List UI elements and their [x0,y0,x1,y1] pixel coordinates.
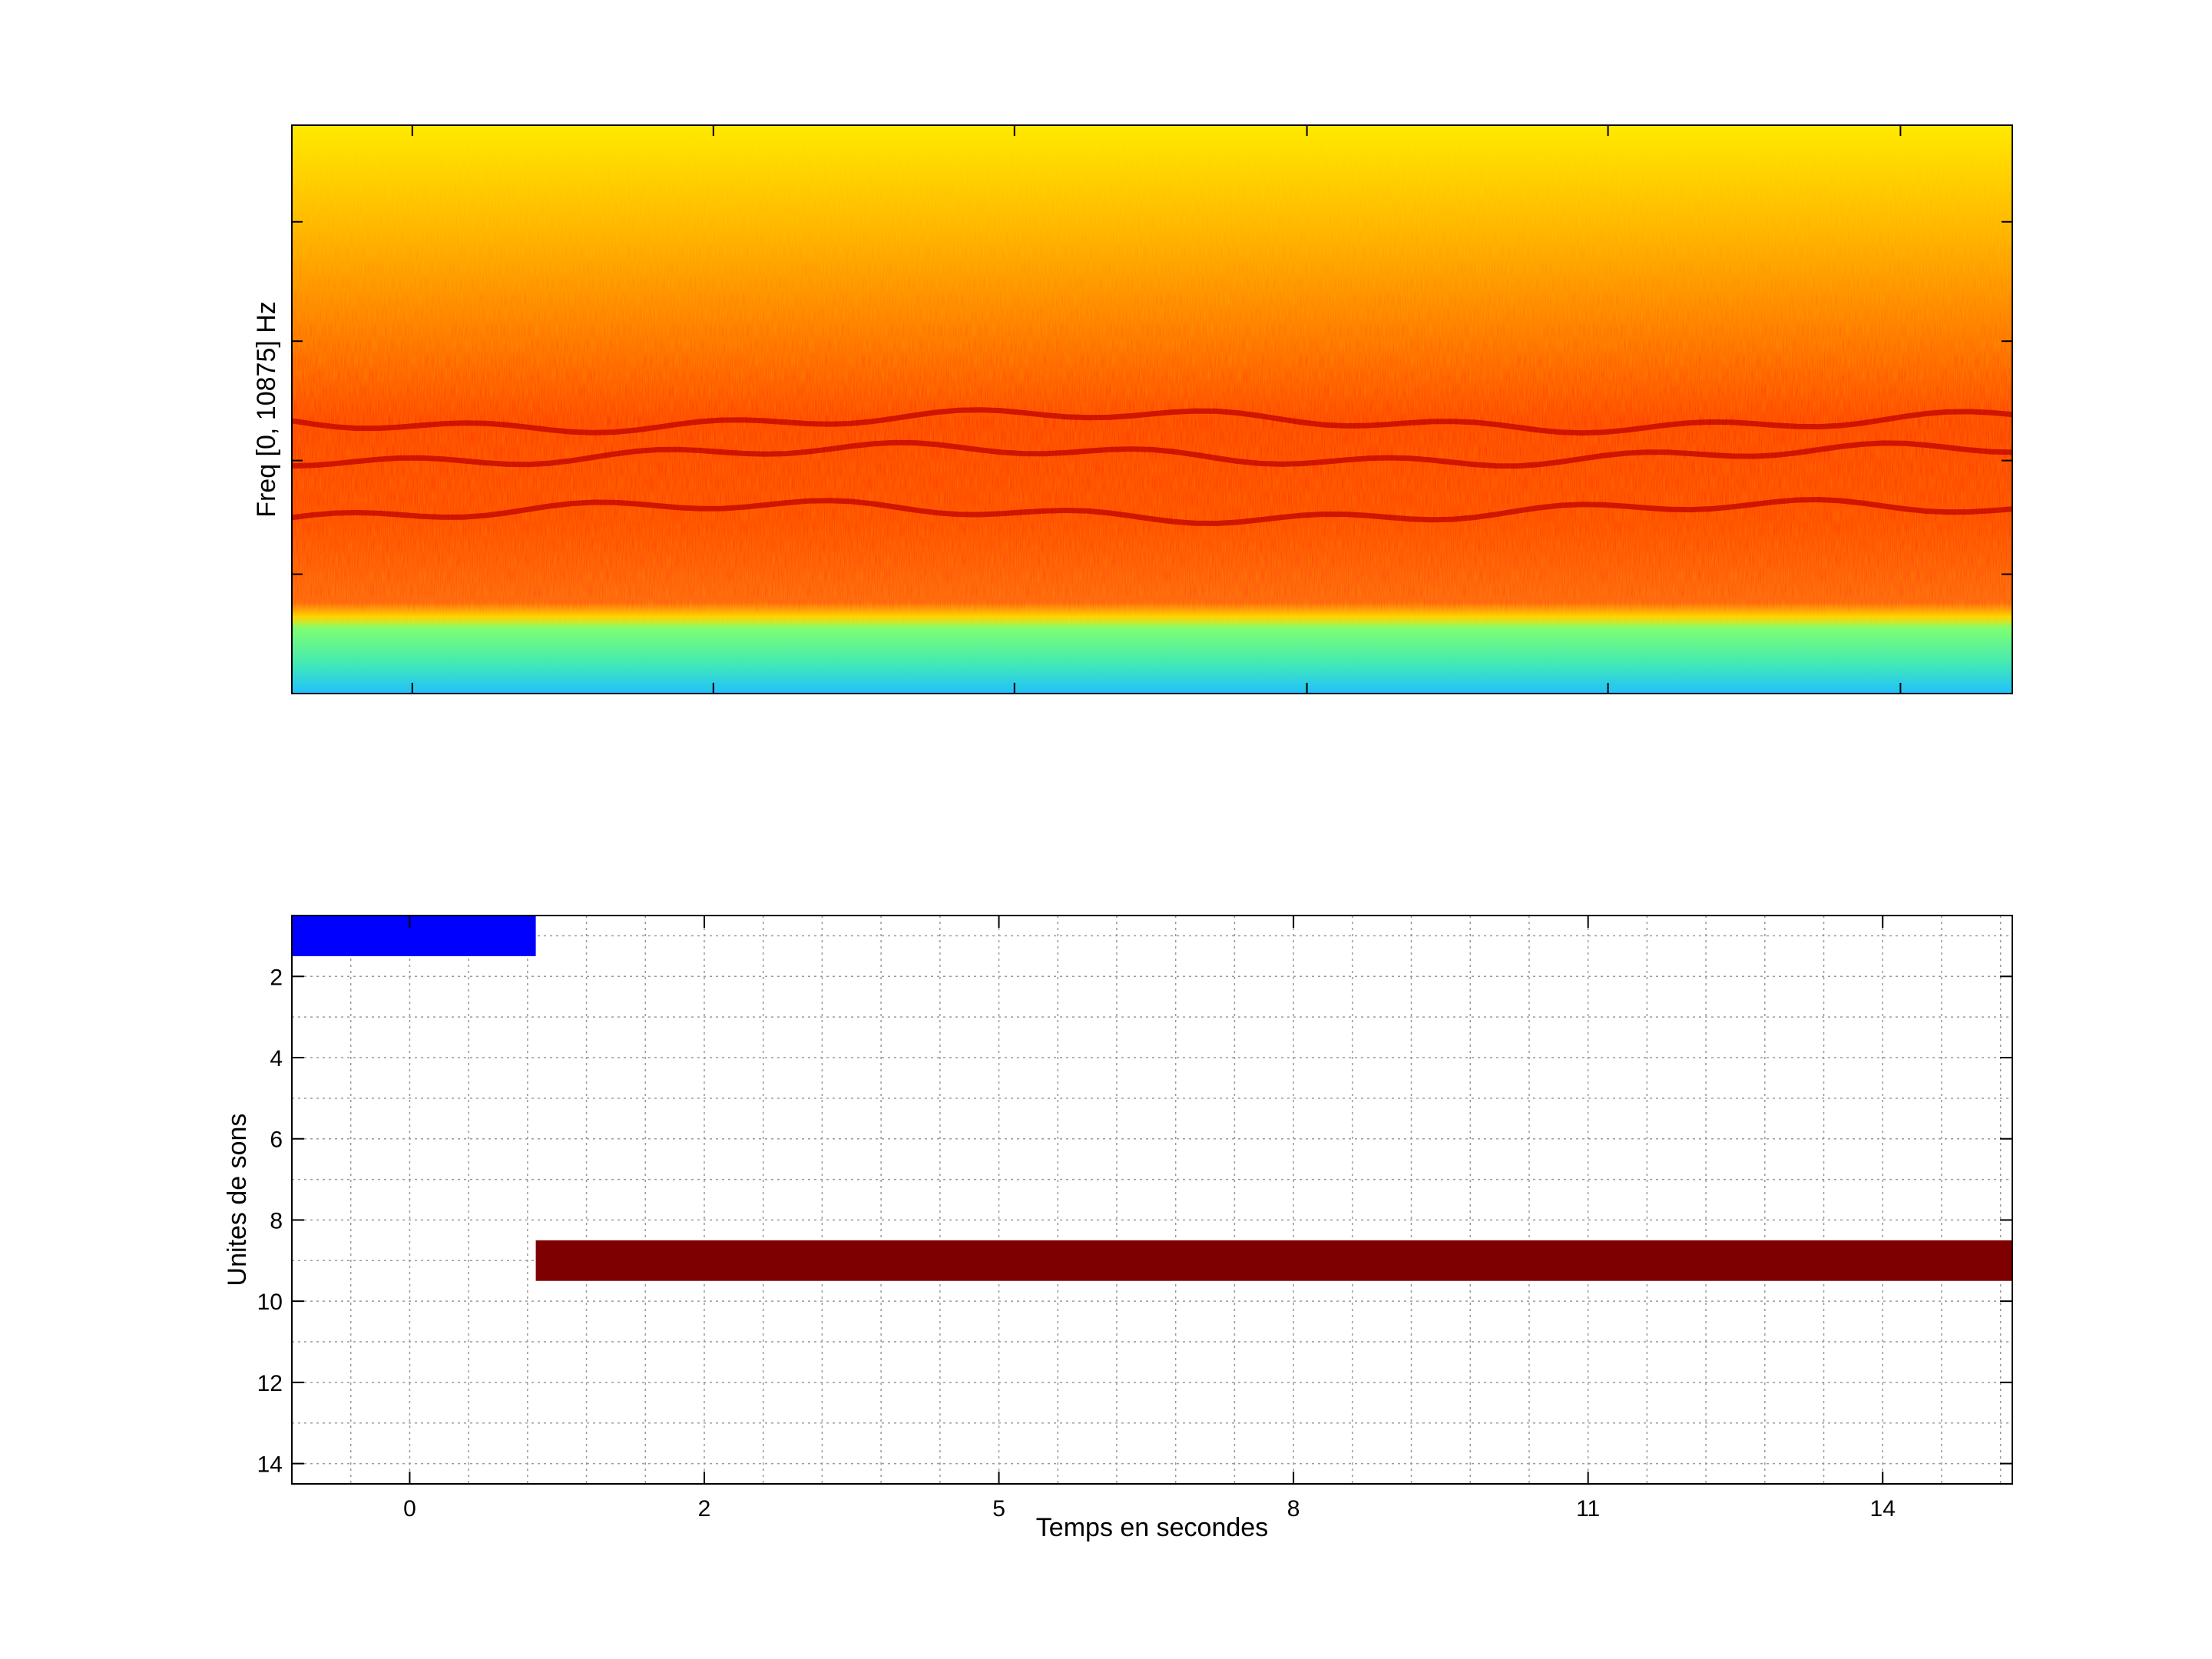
sound-units-plot-area [292,916,2012,1484]
x-tick-label: 2 [698,1496,711,1522]
sound-units-ticks [292,916,2012,1484]
spectrogram-panel [292,125,2012,694]
y-tick-label: 8 [270,1208,283,1233]
y-tick-label: 4 [270,1046,283,1071]
spectrogram-noise [292,125,2012,624]
spectrogram-ridge-upper [292,407,2012,436]
x-tick-label: 11 [1576,1496,1600,1522]
x-tick-label: 5 [992,1496,1005,1522]
x-tick-label: 0 [403,1496,416,1522]
x-tick-label: 14 [1870,1496,1896,1522]
spectrogram-ridge-middle [292,439,2012,469]
spectrogram-ridge-lower [292,496,2012,527]
sound-unit-segment-1 [292,916,536,956]
sound-units-x-axis-label: Temps en secondes [1036,1513,1268,1542]
y-tick-label: 10 [257,1290,283,1315]
sound-units-panel: 0 2 5 8 11 14 2 4 6 8 10 12 14 [257,915,2013,1522]
spectrogram-frame [291,124,2013,694]
x-tick-label: 8 [1287,1496,1300,1522]
y-tick-label: 2 [270,965,283,990]
y-tick-label: 12 [257,1371,283,1396]
spectrogram-ticks [292,125,2012,694]
sound-units-frame [291,915,2013,1485]
sound-units-tick-labels: 0 2 5 8 11 14 2 4 6 8 10 12 14 [257,965,1896,1522]
sound-units-grid [292,916,2012,1484]
spectrogram-ridges [292,407,2012,527]
sound-unit-segment-9 [535,1240,2012,1281]
y-tick-label: 6 [270,1128,283,1153]
y-tick-label: 14 [257,1452,283,1478]
sound-units-y-axis-label: Unites de sons [223,1114,252,1286]
spectrogram-y-axis-label: Freq [0, 10875] Hz [252,301,281,518]
sound-units-bars [292,916,2012,1281]
